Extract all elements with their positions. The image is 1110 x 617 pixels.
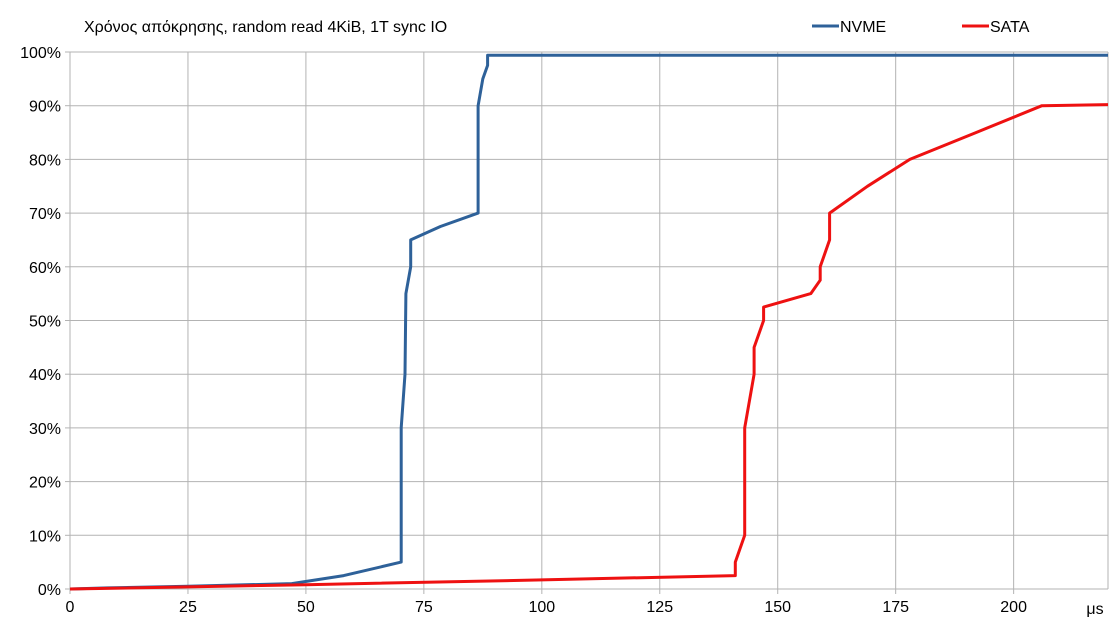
y-tick-label: 70% [29,206,61,223]
chart-legend: NVME SATA [812,19,1030,36]
x-tick-label: 0 [66,599,75,616]
y-tick-label: 0% [38,582,61,599]
y-tick-label: 20% [29,475,61,492]
chart-axes [65,51,1015,594]
y-tick-label: 80% [29,152,61,169]
y-tick-labels: 0% 10% 20% 30% 40% 50% 60% 70% 80% 90% 100% [20,45,61,599]
legend-label: SATA [990,19,1030,36]
x-tick-label: 150 [764,599,791,616]
y-tick-label: 50% [29,314,61,331]
x-tick-label: 200 [1000,599,1027,616]
legend-item-nvme: NVME [812,19,886,36]
y-tick-label: 40% [29,367,61,384]
x-tick-label: 125 [646,599,673,616]
legend-label: NVME [840,19,886,36]
x-tick-label: 50 [297,599,315,616]
x-tick-label: 100 [528,599,555,616]
y-tick-label: 10% [29,528,61,545]
series-line-sata [69,103,1109,591]
y-tick-label: 30% [29,421,61,438]
legend-item-sata: SATA [962,19,1030,36]
y-tick-label: 100% [20,45,61,62]
x-tick-labels: 0 25 50 75 100 125 150 175 200 [66,599,1028,616]
series-line-nvme [69,53,1108,591]
x-tick-label: 75 [415,599,433,616]
x-axis-unit-label: μs [1086,601,1103,617]
y-tick-label: 60% [29,260,61,277]
chart-title: Χρόνος απόκρησης, random read 4KiB, 1T s… [84,19,447,36]
x-tick-label: 175 [882,599,909,616]
y-tick-label: 90% [29,99,61,116]
x-tick-label: 25 [179,599,197,616]
chart-grid [69,51,1109,590]
chart-series [69,53,1109,591]
